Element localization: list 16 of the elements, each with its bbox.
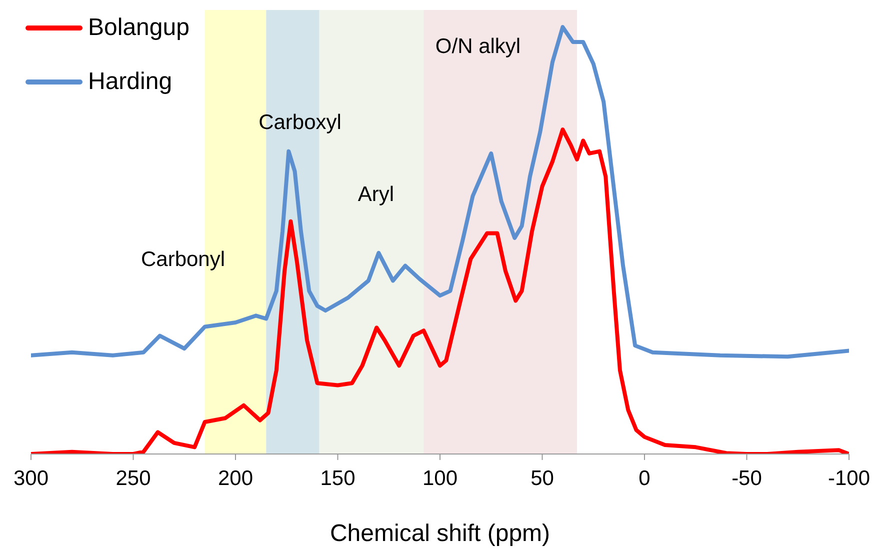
x-tick-label: -50 [732,466,762,490]
x-tick-label: 0 [638,466,650,490]
x-tick-label: 200 [218,466,254,490]
x-axis-title: Chemical shift (ppm) [328,520,552,548]
annotation: O/N alkyl [435,35,521,59]
legend-label: Harding [88,68,172,96]
annotation: Carboxyl [258,111,342,135]
legend-label: Bolangup [88,14,190,42]
x-tick-label: 150 [320,466,356,490]
x-tick-label: -100 [828,466,870,490]
x-tick-label: 50 [530,466,554,490]
x-tick-label: 250 [116,466,151,490]
x-tick-label: 100 [422,466,458,490]
annotation: Carbonyl [140,248,226,272]
x-tick-label: 300 [13,466,49,490]
annotation: Aryl [358,183,394,207]
